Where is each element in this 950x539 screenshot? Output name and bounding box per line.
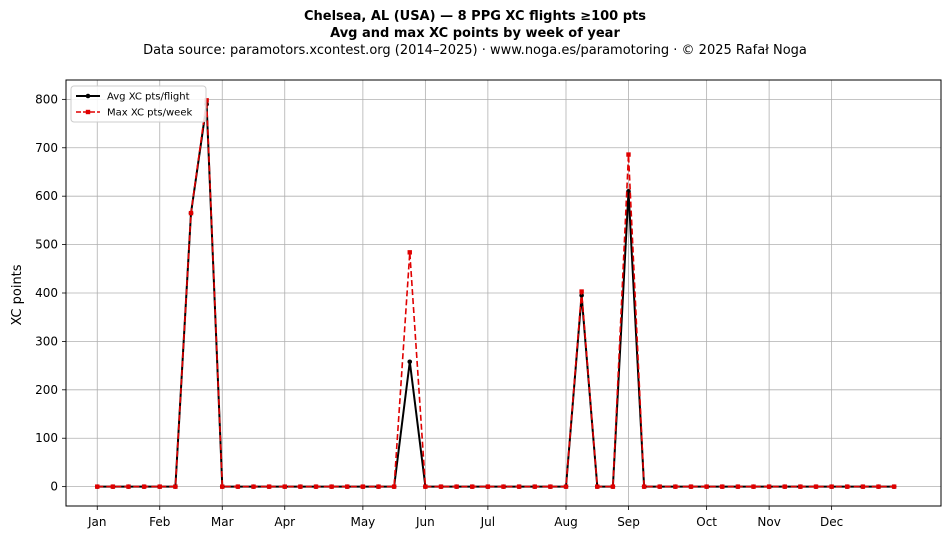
data-point-max [829,484,834,489]
data-point-max [485,484,491,489]
x-tick-label: Nov [757,515,780,529]
data-point-max [657,484,662,489]
series-line-max [97,100,895,488]
data-point-max [282,484,287,489]
x-tick-label: Jun [415,515,435,529]
data-point-max [454,484,459,489]
legend-label: Avg XC pts/flight [107,92,190,103]
y-tick-label: 100 [35,431,58,445]
data-point-max [876,484,881,489]
x-tick-label: Sep [617,515,640,529]
series-line-avg [97,104,895,488]
y-tick-label: 500 [35,238,58,252]
data-point-max [720,484,725,489]
data-point-max [251,484,256,489]
y-axis-label: XC points [10,264,25,325]
data-point-max [188,210,194,216]
data-point-max [798,484,803,489]
data-point-max [516,484,522,489]
data-point-max [813,484,819,489]
data-point-max [501,484,506,489]
data-point-max [626,152,631,157]
data-point-max [360,484,366,489]
data-point-max [141,484,147,489]
data-point-max [891,484,897,489]
data-point-max [860,484,866,489]
y-tick-label: 0 [50,480,58,494]
data-point-max [407,250,412,255]
y-tick-label: 400 [35,286,58,300]
data-point-max [345,484,350,489]
x-tick-label: May [350,515,375,529]
x-tick-label: Jul [480,515,495,529]
data-point-max [220,484,225,489]
y-tick-label: 800 [35,92,58,106]
data-point-max [532,484,537,489]
data-point-max [766,484,772,489]
legend-label: Max XC pts/week [107,108,192,119]
data-point-max [157,484,162,489]
legend-box [70,85,207,123]
data-point-max [610,484,616,489]
legend-marker [85,93,91,99]
x-tick-label: Dec [820,515,843,529]
data-point-max [688,484,694,489]
data-point-max [563,484,569,489]
x-tick-label: Apr [274,515,295,529]
data-point-max [673,484,678,489]
y-tick-label: 600 [35,189,58,203]
series-layer [94,98,897,489]
x-tick-label: Jan [87,515,107,529]
data-point-max [173,484,178,489]
x-tick-label: Feb [149,515,170,529]
y-tick-label: 300 [35,334,58,348]
data-point-max [735,484,741,489]
data-point-max [126,484,131,489]
data-point-max [641,484,647,489]
chart-title: Chelsea, AL (USA) — 8 PPG XC flights ≥10… [303,9,647,24]
x-tick-label: Oct [696,515,717,529]
data-point-avg [579,293,584,298]
y-tick-label: 200 [35,383,58,397]
data-point-max [391,484,397,489]
data-point-max [110,484,116,489]
grid-lines [66,80,941,506]
data-point-max [782,484,787,489]
chart-titles: Chelsea, AL (USA) — 8 PPG XC flights ≥10… [0,8,950,59]
data-point-max [235,484,241,489]
legend-marker [85,109,91,115]
data-point-max [423,484,428,489]
data-point-max [845,484,850,489]
y-tick-label: 700 [35,141,58,155]
data-point-max [266,484,272,489]
data-point-max [595,484,600,489]
data-point-avg [407,359,413,365]
data-point-max [298,484,303,489]
x-tick-label: Mar [211,515,234,529]
data-point-max [751,484,756,489]
data-point-max [438,484,444,489]
legend: Avg XC pts/flight Max XC pts/week [70,85,207,123]
data-point-max [329,484,334,489]
data-point-max [95,484,100,489]
x-tick-label: Aug [554,515,577,529]
axes: Jan Feb Mar Apr May Jun Jul Aug Sep Oct Nov Dec 0 100… [35,79,942,529]
chart-source-note: Data source: paramotors.xcontest.org (20… [143,43,807,58]
data-point-max [470,484,475,489]
data-point-max [313,484,319,489]
data-point-max [204,98,209,103]
chart-subtitle: Avg and max XC points by week of year [330,26,620,41]
data-point-max [704,484,709,489]
data-point-max [376,484,381,489]
data-point-max [548,484,553,489]
data-point-max [579,289,584,294]
